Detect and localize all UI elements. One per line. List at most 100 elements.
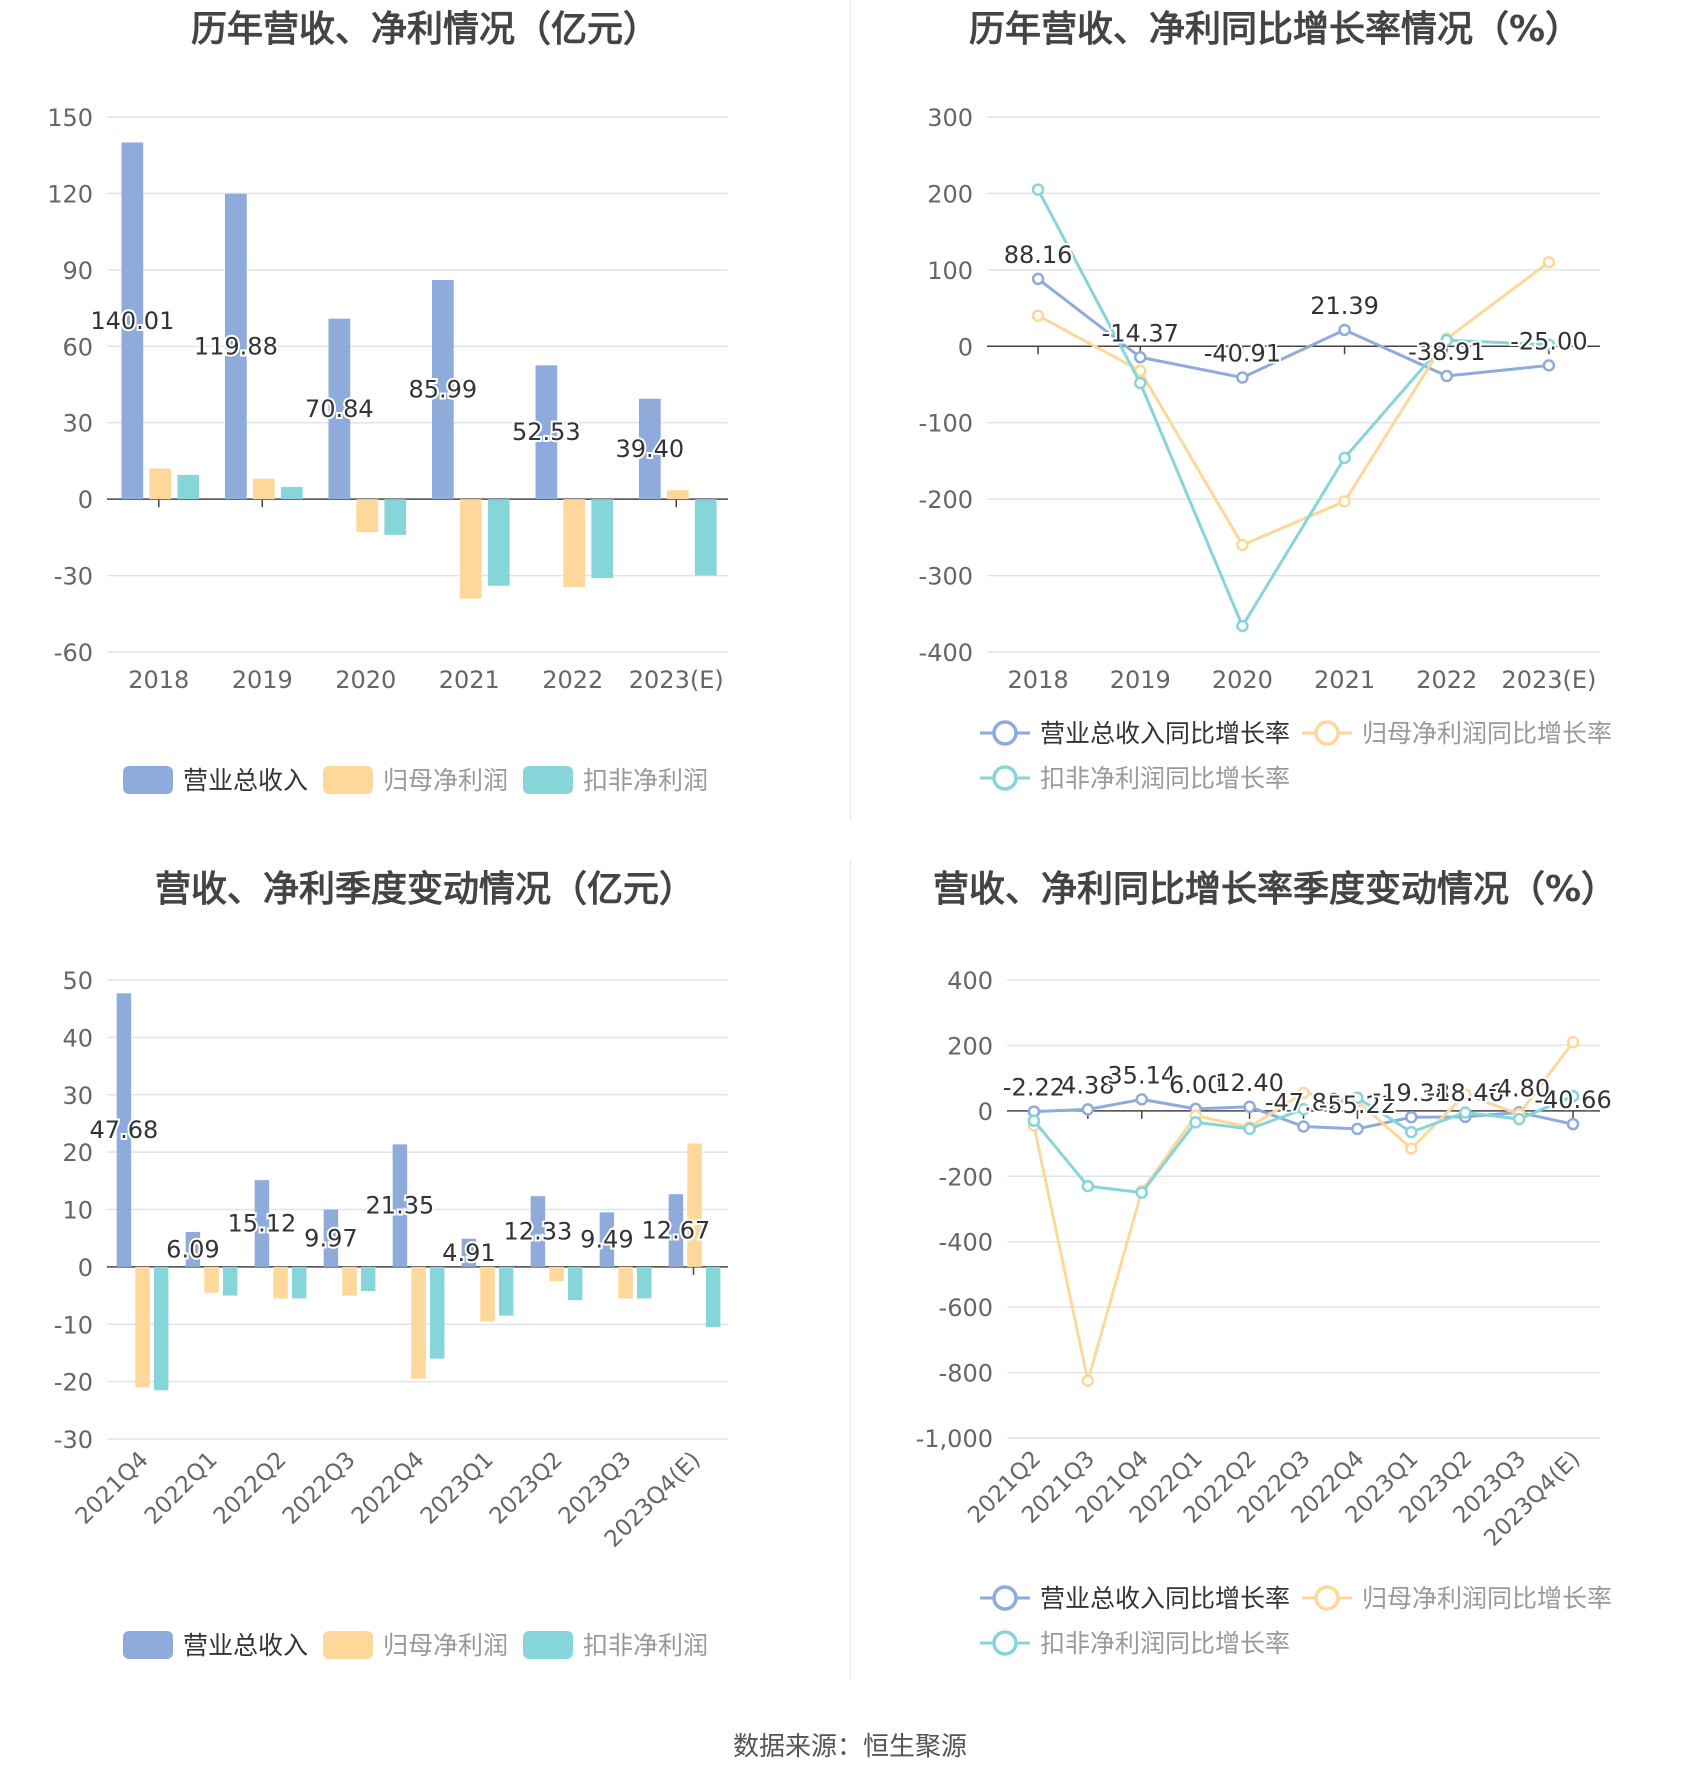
data-point xyxy=(1405,1110,1418,1124)
x-tick-label: 2019 xyxy=(1110,666,1171,694)
y-tick-label: -20 xyxy=(54,1369,93,1397)
x-tick-label: 2023Q2 xyxy=(485,1447,568,1530)
x-tick-label: 2022Q3 xyxy=(278,1447,361,1530)
y-tick-label: 0 xyxy=(78,1254,93,1282)
data-point xyxy=(1297,1120,1310,1133)
bar xyxy=(328,318,351,500)
y-tick-label: -200 xyxy=(939,1163,993,1191)
data-point xyxy=(1236,371,1249,384)
bar xyxy=(694,499,717,576)
data-label: 12.33 xyxy=(504,1218,573,1246)
legend-marker xyxy=(1314,1585,1340,1611)
legend-label: 扣非净利润同比增长率 xyxy=(1040,1629,1290,1658)
chart-title: 历年营收、净利情况（亿元） xyxy=(190,9,659,50)
data-point xyxy=(1031,309,1045,322)
bar xyxy=(356,499,379,533)
bar xyxy=(149,468,172,500)
chart-title: 营收、净利季度变动情况（亿元） xyxy=(154,869,695,910)
y-tick-label: -100 xyxy=(919,410,973,438)
data-label: -19.38 xyxy=(1373,1079,1450,1107)
data-label: 15.12 xyxy=(228,1209,297,1237)
data-point xyxy=(1542,338,1556,352)
legend-marker xyxy=(992,720,1018,746)
x-tick-label: 2021Q4 xyxy=(71,1447,154,1530)
data-label: -18.46 xyxy=(1427,1079,1504,1107)
data-label: -40.66 xyxy=(1534,1086,1611,1114)
legend-marker xyxy=(1314,720,1340,746)
legend-marker xyxy=(992,765,1018,791)
data-point xyxy=(1081,1179,1095,1193)
legend-label: 营业总收入同比增长率 xyxy=(1040,719,1290,748)
bar xyxy=(273,1266,288,1299)
y-tick-label: 30 xyxy=(62,410,93,438)
y-tick-label: 300 xyxy=(927,104,973,132)
x-tick-label: 2022 xyxy=(1416,666,1477,694)
x-tick-label: 2022Q4 xyxy=(347,1447,430,1530)
x-tick-label: 2018 xyxy=(1008,666,1069,694)
data-point xyxy=(1542,255,1556,269)
y-tick-label: -30 xyxy=(54,1426,93,1454)
y-tick-label: 50 xyxy=(62,967,93,995)
bar xyxy=(535,365,558,500)
bar xyxy=(185,1231,201,1267)
y-tick-label: 200 xyxy=(927,180,973,208)
bar xyxy=(599,1212,615,1267)
bar xyxy=(280,486,303,500)
bar xyxy=(480,1266,495,1322)
legend-label: 归母净利润 xyxy=(383,1631,508,1660)
x-tick-label: 2020 xyxy=(1212,666,1273,694)
data-point xyxy=(1338,323,1351,337)
data-label: 21.35 xyxy=(366,1192,435,1220)
data-label: 85.99 xyxy=(408,376,477,404)
y-tick-label: -60 xyxy=(54,639,93,667)
y-tick-label: 40 xyxy=(62,1024,93,1052)
x-tick-label: 2023Q1 xyxy=(416,1447,499,1530)
y-tick-label: 20 xyxy=(62,1139,93,1167)
x-tick-label: 2019 xyxy=(232,666,293,694)
data-point xyxy=(1566,1117,1580,1131)
bar xyxy=(116,993,132,1267)
data-point xyxy=(1566,1089,1580,1103)
quarter-values-chart: 50403020100-10-20-302021Q42022Q12022Q220… xyxy=(54,967,728,1660)
x-tick-label: 2020 xyxy=(335,666,396,694)
data-point xyxy=(1351,1091,1364,1105)
x-tick-label: 2023(E) xyxy=(1501,666,1596,694)
data-point xyxy=(1243,1122,1256,1136)
bar xyxy=(392,1144,408,1267)
bar xyxy=(687,1143,702,1267)
data-label: 12.40 xyxy=(1215,1069,1284,1097)
legend-label: 归母净利润同比增长率 xyxy=(1362,1584,1612,1613)
y-tick-label: 0 xyxy=(978,1098,993,1126)
data-label: -25.00 xyxy=(1510,327,1587,355)
series-line xyxy=(1036,188,1549,630)
data-point xyxy=(1440,333,1453,347)
y-tick-label: -30 xyxy=(54,563,93,591)
annual-growth-chart: 300 200 100 0 -100 -200 -300 -400 2018 2019 2020 20… xyxy=(919,104,1612,793)
y-tick-label: -800 xyxy=(939,1360,993,1388)
bar xyxy=(323,1209,339,1267)
y-tick-label: -300 xyxy=(919,563,973,591)
data-point xyxy=(1236,619,1249,633)
data-label: 6.09 xyxy=(166,1235,219,1263)
data-label: 88.16 xyxy=(1004,241,1073,269)
bar xyxy=(618,1266,633,1299)
bar xyxy=(121,142,144,500)
data-point xyxy=(1297,1086,1310,1100)
bar xyxy=(384,499,407,535)
bar xyxy=(429,1266,445,1359)
y-tick-label: 10 xyxy=(62,1197,93,1225)
data-point xyxy=(1135,1093,1149,1106)
legend-swatch xyxy=(123,766,173,794)
legend-swatch xyxy=(123,1631,173,1659)
quarter-growth-panel: 营收、净利同比增长率季度变动情况（%） 400 200 0 -200 -400 -600 -… xyxy=(850,860,1700,1680)
bar xyxy=(461,1238,477,1267)
x-tick-label: 2022Q2 xyxy=(209,1447,292,1530)
data-point xyxy=(1297,1102,1310,1116)
bar xyxy=(591,499,614,579)
legend-label: 归母净利润 xyxy=(383,766,508,795)
y-tick-label: 90 xyxy=(62,257,93,285)
legend-label: 归母净利润同比增长率 xyxy=(1362,719,1612,748)
data-label: 4.38 xyxy=(1061,1071,1114,1099)
legend-marker xyxy=(992,1630,1018,1656)
data-label: 6.00 xyxy=(1169,1071,1222,1099)
